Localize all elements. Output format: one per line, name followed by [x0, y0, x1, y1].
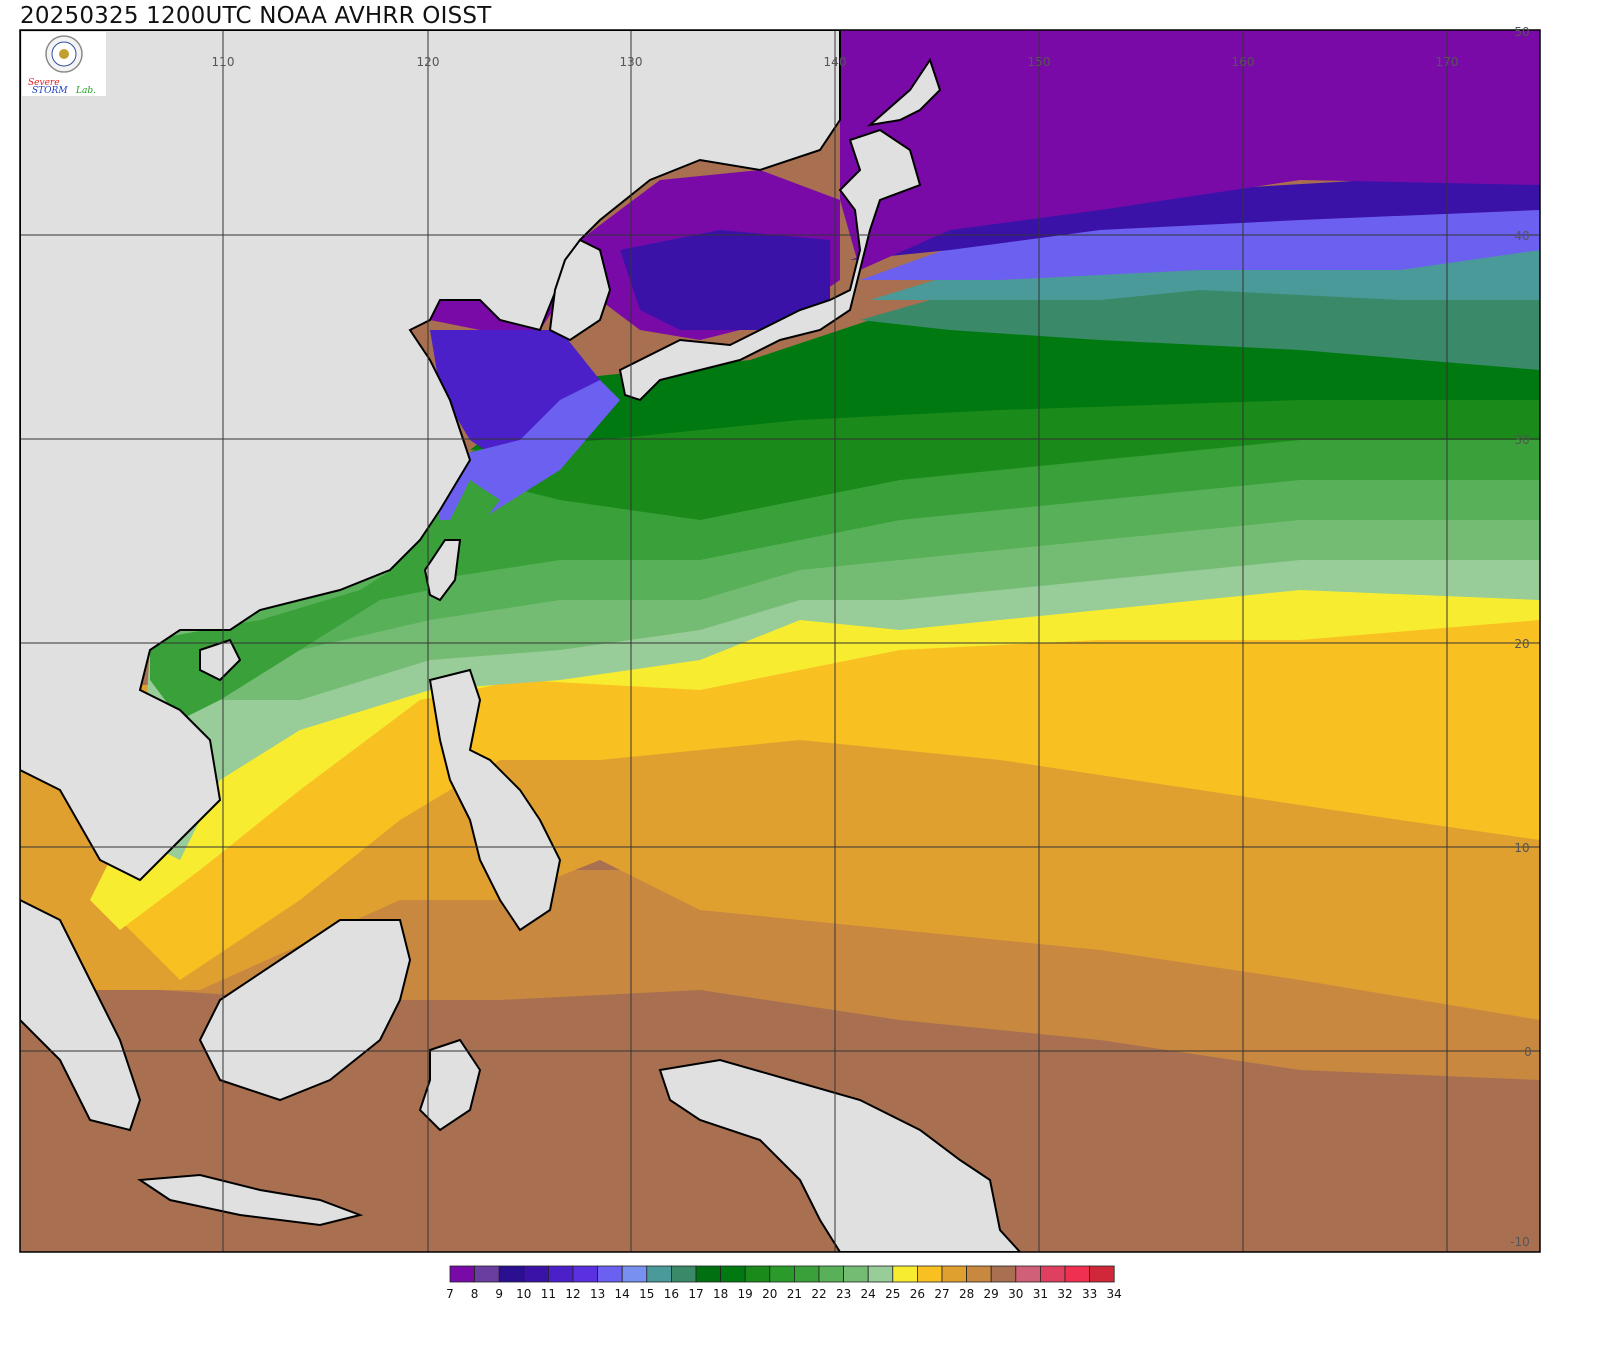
colorbar: 7 8 9 10 11 12 13 14 15 16 17 18 19 20 21 22 23 24 25 26 27 2…	[446, 1265, 1122, 1301]
colorbar-label: 30	[1008, 1287, 1023, 1301]
colorbar-label: 32	[1057, 1287, 1072, 1301]
colorbar-swatch	[646, 1265, 672, 1283]
colorbar-label: 33	[1082, 1287, 1097, 1301]
logo: Severe STORM Lab.	[22, 32, 106, 96]
lat-labels: 50 40 30 20 10 0 -10	[1510, 25, 1532, 1249]
lat-label: 0	[1524, 1045, 1532, 1059]
colorbar-swatch	[990, 1265, 1017, 1283]
logo-text-lab: Lab.	[75, 86, 96, 96]
land-new-guinea	[658, 1058, 1022, 1252]
colorbar-swatch	[597, 1265, 623, 1283]
colorbar-label: 17	[688, 1287, 703, 1301]
colorbar-swatch	[794, 1265, 820, 1283]
sst-band-10	[850, 170, 1540, 260]
lon-label: 110	[212, 55, 235, 69]
colorbar-swatch	[744, 1265, 771, 1283]
colorbar-swatch	[892, 1265, 918, 1283]
logo-emblem: Severe STORM Lab.	[28, 35, 96, 96]
colorbar-swatch	[1015, 1265, 1041, 1283]
land	[20, 30, 1022, 1252]
colorbar-swatch	[621, 1265, 648, 1283]
map-title: 20250325 1200UTC NOAA AVHRR OISST	[20, 3, 492, 29]
lon-label: 170	[1436, 55, 1459, 69]
colorbar-label: 9	[495, 1287, 503, 1301]
colorbar-swatch	[1089, 1265, 1115, 1283]
land-asia-mainland	[20, 30, 841, 882]
colorbar-swatch	[695, 1265, 722, 1283]
sst-band-east-china-sea	[440, 380, 620, 520]
colorbar-label: 8	[471, 1287, 479, 1301]
land-java	[137, 1173, 364, 1227]
lon-label: 120	[417, 55, 440, 69]
colorbar-swatch	[966, 1265, 992, 1283]
colorbar-swatch	[843, 1265, 869, 1283]
sst-band-13	[860, 200, 1540, 280]
graticule	[20, 30, 1540, 1252]
colorbar-label: 24	[861, 1287, 876, 1301]
lon-label: 150	[1028, 55, 1051, 69]
colorbar-label: 16	[664, 1287, 679, 1301]
lat-label: 10	[1514, 841, 1529, 855]
colorbar-label: 21	[787, 1287, 802, 1301]
land-sakhalin	[866, 57, 942, 127]
colorbar-swatch	[671, 1265, 697, 1283]
colorbar-label: 28	[959, 1287, 974, 1301]
lon-labels: 110 120 130 140 150 160 170	[212, 55, 1459, 69]
colorbar-swatch	[917, 1265, 943, 1283]
colorbar-swatch	[523, 1265, 549, 1283]
colorbar-swatch	[1064, 1265, 1091, 1283]
colorbar-label: 34	[1107, 1287, 1122, 1301]
colorbar-swatch	[867, 1265, 894, 1283]
colorbar-swatch	[498, 1265, 525, 1283]
colorbar-label: 29	[984, 1287, 999, 1301]
land-hainan	[199, 638, 242, 682]
colorbar-label: 15	[639, 1287, 654, 1301]
colorbar-swatch	[474, 1265, 500, 1283]
lat-label: 40	[1514, 229, 1529, 243]
colorbar-swatch	[572, 1265, 599, 1283]
map-field	[20, 30, 1540, 1252]
colorbar-swatch	[1040, 1265, 1066, 1283]
colorbar-label: 22	[811, 1287, 826, 1301]
colorbar-label: 31	[1033, 1287, 1048, 1301]
colorbar-swatch	[449, 1265, 476, 1283]
lat-label: -10	[1510, 1235, 1530, 1249]
land-sumatra	[20, 898, 142, 1132]
colorbar-label: 26	[910, 1287, 925, 1301]
sst-band-sea-of-japan-south	[620, 230, 830, 330]
lon-label: 130	[620, 55, 643, 69]
colorbar-label: 19	[738, 1287, 753, 1301]
colorbar-label: 7	[446, 1287, 454, 1301]
colorbar-label: 14	[615, 1287, 630, 1301]
colorbar-label: 12	[565, 1287, 580, 1301]
colorbar-label: 23	[836, 1287, 851, 1301]
land-japan	[618, 128, 922, 402]
colorbar-label: 10	[516, 1287, 531, 1301]
lat-label: 50	[1514, 25, 1529, 39]
lat-label: 20	[1514, 637, 1529, 651]
land-philippines	[428, 668, 562, 932]
land-borneo	[198, 919, 412, 1102]
colorbar-swatch	[769, 1265, 795, 1283]
colorbar-label: 18	[713, 1287, 728, 1301]
lon-label: 160	[1232, 55, 1255, 69]
land-taiwan	[423, 539, 462, 602]
colorbar-swatch	[941, 1265, 968, 1283]
sst-band-7	[840, 30, 1540, 270]
lat-label: 30	[1514, 433, 1529, 447]
colorbar-label: 11	[541, 1287, 556, 1301]
land-korea	[548, 238, 612, 342]
colorbar-swatch	[818, 1265, 845, 1283]
colorbar-swatch	[720, 1265, 746, 1283]
colorbar-label: 27	[934, 1287, 949, 1301]
map-border	[19, 29, 1541, 1253]
colorbar-label: 13	[590, 1287, 605, 1301]
lon-label: 140	[824, 55, 847, 69]
logo-text-severe: Severe	[28, 78, 60, 88]
colorbar-label: 20	[762, 1287, 777, 1301]
colorbar-swatch	[548, 1265, 574, 1283]
colorbar-label: 25	[885, 1287, 900, 1301]
logo-text-storm: STORM	[32, 86, 68, 96]
